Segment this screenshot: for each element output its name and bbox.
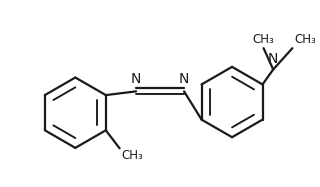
Text: N: N — [131, 71, 141, 85]
Text: CH₃: CH₃ — [294, 33, 316, 46]
Text: N: N — [179, 71, 189, 85]
Text: CH₃: CH₃ — [253, 33, 275, 46]
Text: CH₃: CH₃ — [122, 149, 144, 163]
Text: N: N — [268, 52, 278, 66]
